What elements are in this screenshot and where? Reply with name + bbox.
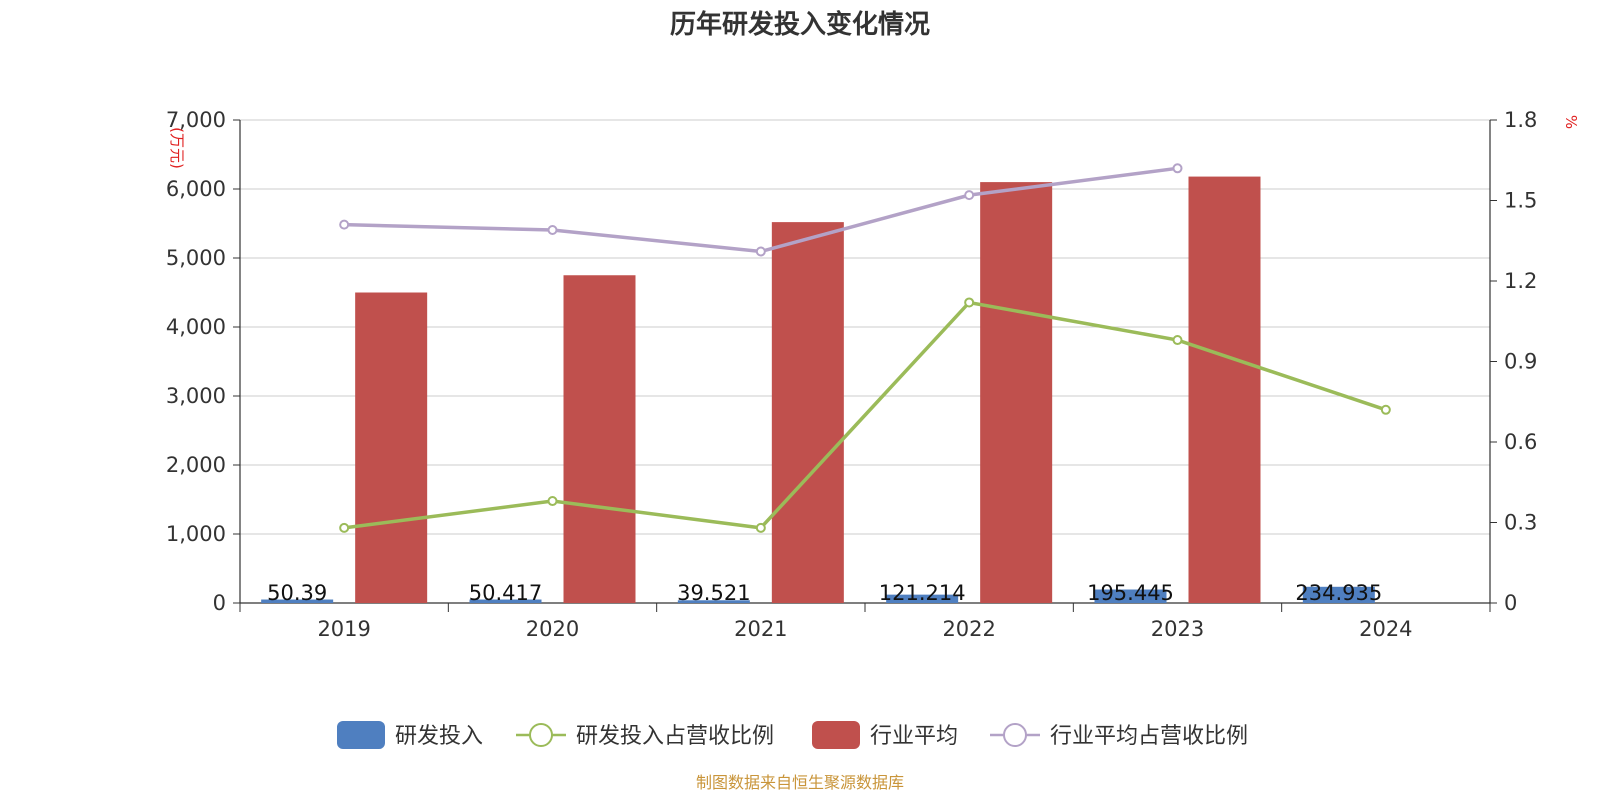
line-point bbox=[547, 496, 558, 507]
left-tick-label: 2,000 bbox=[166, 453, 226, 477]
chart-title: 历年研发投入变化情况 bbox=[670, 9, 930, 40]
bar bbox=[1302, 586, 1375, 603]
x-tick-label: 2021 bbox=[734, 617, 787, 641]
gridlines bbox=[240, 119, 1490, 535]
line-point bbox=[1380, 404, 1391, 415]
left-tick-label: 3,000 bbox=[166, 384, 226, 408]
left-tick-label: 4,000 bbox=[166, 315, 226, 339]
line-point bbox=[339, 219, 350, 230]
left-tick-label: 0 bbox=[213, 591, 226, 615]
bar bbox=[355, 292, 428, 603]
line-point bbox=[964, 297, 975, 308]
left-axis-unit: (万元) bbox=[168, 127, 186, 169]
source-note: 制图数据来自恒生聚源数据库 bbox=[696, 773, 904, 792]
lines bbox=[339, 163, 1391, 533]
bar bbox=[469, 599, 542, 603]
bar-data-label: 39.521 bbox=[677, 581, 750, 605]
data-labels: 50.39 50.417 39.521 121.214 195.445 234.935 bbox=[267, 581, 1382, 605]
left-tick-label: 1,000 bbox=[166, 522, 226, 546]
series-line bbox=[344, 166, 1178, 254]
legend-label: 研发投入占营收比例 bbox=[576, 724, 774, 749]
bar bbox=[677, 600, 750, 603]
x-tick-label: 2020 bbox=[526, 617, 579, 641]
bar-data-label: 50.39 bbox=[267, 581, 327, 605]
right-tick-label: 0 bbox=[1504, 591, 1517, 615]
line-point bbox=[1172, 163, 1183, 174]
line-point bbox=[339, 522, 350, 533]
series-line bbox=[343, 300, 1387, 530]
bar bbox=[1188, 176, 1261, 603]
bar bbox=[980, 182, 1053, 603]
axes: 0 1,000 2,000 3,000 4,000 5,000 6,000 7,000 0 0.3… bbox=[166, 108, 1580, 641]
bar bbox=[563, 275, 636, 603]
x-tick-label: 2019 bbox=[317, 617, 370, 641]
bar bbox=[261, 599, 334, 603]
legend-label: 行业平均占营收比例 bbox=[1050, 724, 1248, 749]
right-tick-label: 0.6 bbox=[1504, 430, 1537, 454]
right-axis-unit: % bbox=[1562, 115, 1580, 129]
bar-data-label: 234.935 bbox=[1295, 581, 1382, 605]
bar bbox=[1094, 589, 1167, 603]
legend: 研发投入 研发投入占营收比例 行业平均 行业平均占营收比例 bbox=[337, 721, 1248, 749]
bars bbox=[261, 176, 1375, 603]
right-tick-label: 0.9 bbox=[1504, 350, 1537, 374]
left-tick-label: 7,000 bbox=[166, 108, 226, 132]
legend-label: 研发投入 bbox=[395, 724, 483, 749]
legend-label: 行业平均 bbox=[870, 724, 958, 749]
legend-marker bbox=[1003, 723, 1027, 747]
bar bbox=[771, 222, 844, 603]
left-tick-label: 6,000 bbox=[166, 177, 226, 201]
right-tick-label: 1.2 bbox=[1504, 269, 1537, 293]
x-tick-label: 2023 bbox=[1151, 617, 1204, 641]
line-point bbox=[964, 190, 975, 201]
x-tick-label: 2022 bbox=[942, 617, 995, 641]
legend-swatch bbox=[812, 721, 860, 749]
bar-data-label: 195.445 bbox=[1087, 581, 1174, 605]
line-point bbox=[547, 225, 558, 236]
line-point bbox=[755, 246, 766, 257]
x-tick-label: 2024 bbox=[1359, 617, 1412, 641]
right-tick-label: 1.8 bbox=[1504, 108, 1537, 132]
line-point bbox=[1172, 335, 1183, 346]
left-tick-label: 5,000 bbox=[166, 246, 226, 270]
right-tick-label: 0.3 bbox=[1504, 511, 1537, 535]
line-point bbox=[755, 522, 766, 533]
legend-marker bbox=[529, 723, 553, 747]
bar bbox=[886, 594, 959, 603]
bar-data-label: 121.214 bbox=[879, 581, 966, 605]
bar-data-label: 50.417 bbox=[469, 581, 542, 605]
right-tick-label: 1.5 bbox=[1504, 189, 1537, 213]
legend-swatch bbox=[337, 721, 385, 749]
